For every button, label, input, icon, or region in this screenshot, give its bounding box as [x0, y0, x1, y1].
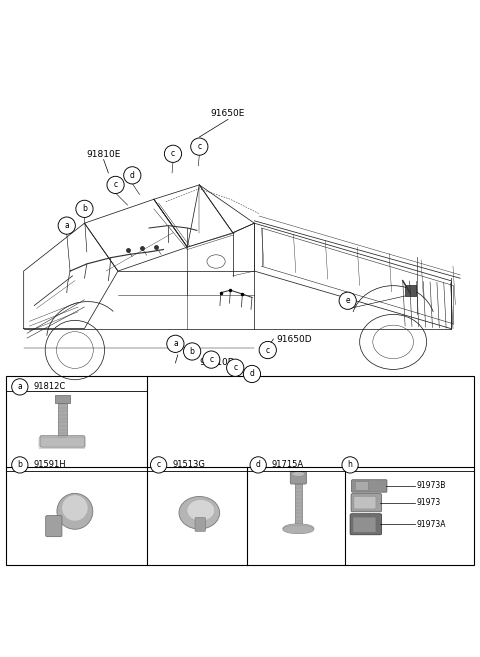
- Bar: [6, 376, 474, 566]
- Text: 91591H: 91591H: [33, 461, 66, 469]
- Circle shape: [342, 457, 358, 473]
- Text: c: c: [197, 142, 202, 151]
- FancyBboxPatch shape: [40, 436, 85, 447]
- Text: b: b: [17, 461, 22, 469]
- Ellipse shape: [57, 493, 93, 530]
- Circle shape: [227, 359, 244, 376]
- Text: d: d: [130, 171, 135, 180]
- Circle shape: [76, 200, 93, 217]
- Circle shape: [191, 138, 208, 155]
- Text: 91973: 91973: [416, 498, 440, 507]
- Circle shape: [124, 167, 141, 184]
- Circle shape: [58, 217, 75, 234]
- Text: a: a: [173, 339, 178, 348]
- FancyBboxPatch shape: [195, 518, 205, 532]
- Text: c: c: [233, 363, 237, 373]
- Ellipse shape: [187, 499, 215, 521]
- Bar: [58, 403, 67, 439]
- FancyBboxPatch shape: [351, 480, 387, 492]
- Text: c: c: [171, 149, 175, 158]
- Text: h: h: [348, 461, 352, 469]
- FancyBboxPatch shape: [46, 516, 62, 537]
- Circle shape: [12, 378, 28, 395]
- FancyBboxPatch shape: [354, 497, 376, 509]
- Ellipse shape: [179, 497, 220, 529]
- FancyBboxPatch shape: [353, 517, 376, 532]
- Text: 91715A: 91715A: [272, 461, 304, 469]
- Bar: [295, 483, 302, 526]
- Text: b: b: [82, 204, 87, 214]
- Text: 91650E: 91650E: [211, 109, 245, 118]
- Circle shape: [12, 457, 28, 473]
- Text: a: a: [64, 221, 69, 230]
- Circle shape: [167, 335, 184, 352]
- Circle shape: [243, 365, 261, 382]
- FancyBboxPatch shape: [290, 472, 307, 484]
- Ellipse shape: [62, 495, 88, 521]
- Text: 91810E: 91810E: [86, 150, 121, 158]
- Text: 91812C: 91812C: [33, 382, 65, 392]
- Text: c: c: [113, 181, 118, 189]
- Bar: [405, 285, 416, 296]
- FancyBboxPatch shape: [351, 493, 382, 512]
- Ellipse shape: [207, 255, 225, 268]
- Circle shape: [164, 145, 181, 162]
- Text: 91650D: 91650D: [276, 334, 312, 344]
- Text: e: e: [346, 296, 350, 306]
- Text: d: d: [256, 461, 261, 469]
- Text: b: b: [190, 347, 194, 356]
- Text: 91973A: 91973A: [416, 520, 445, 529]
- Text: 91810D: 91810D: [199, 359, 235, 367]
- FancyBboxPatch shape: [350, 514, 382, 535]
- Circle shape: [339, 292, 356, 309]
- Text: c: c: [266, 346, 270, 355]
- Text: 91513G: 91513G: [172, 461, 205, 469]
- FancyBboxPatch shape: [355, 482, 368, 490]
- Text: 91973B: 91973B: [416, 482, 445, 491]
- Text: c: c: [156, 461, 161, 469]
- Text: a: a: [17, 382, 22, 392]
- Ellipse shape: [283, 525, 314, 534]
- Circle shape: [203, 351, 220, 368]
- Ellipse shape: [283, 524, 314, 533]
- Circle shape: [259, 342, 276, 359]
- Circle shape: [151, 457, 167, 473]
- Circle shape: [250, 457, 266, 473]
- Text: d: d: [250, 369, 254, 378]
- Circle shape: [183, 343, 201, 360]
- Ellipse shape: [292, 472, 305, 476]
- Text: c: c: [209, 355, 213, 364]
- Circle shape: [107, 176, 124, 194]
- Bar: [55, 395, 70, 403]
